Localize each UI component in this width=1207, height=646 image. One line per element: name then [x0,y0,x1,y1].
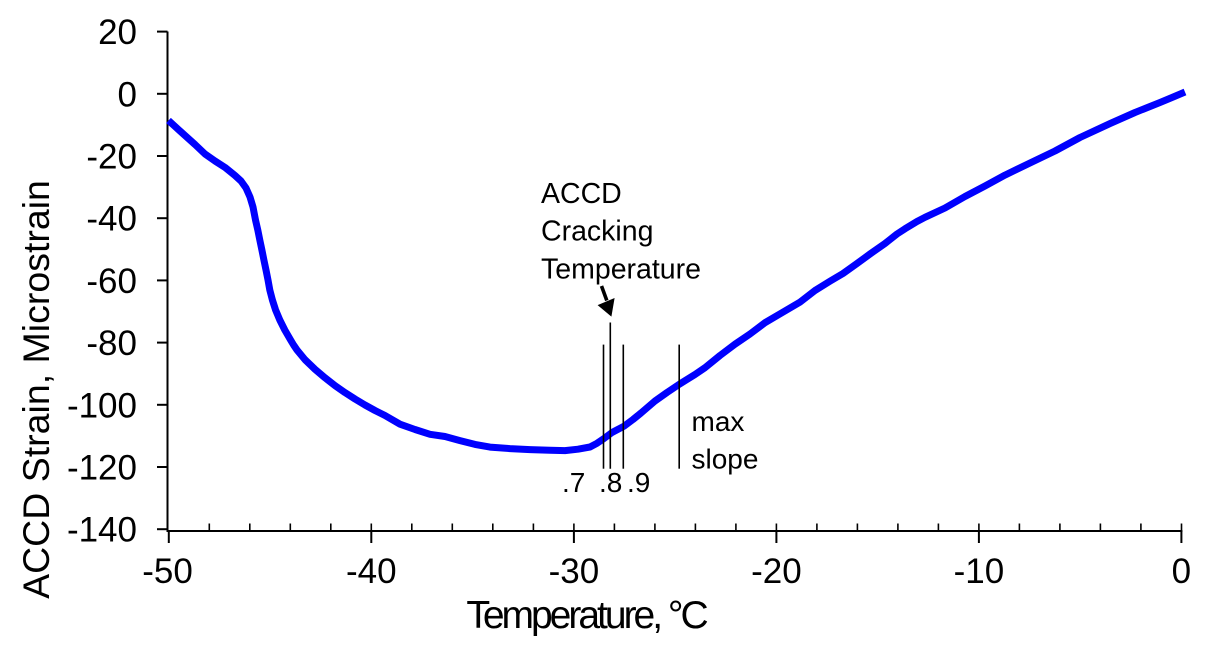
svg-text:-100: -100 [67,386,137,425]
svg-text:Temperature, °C: Temperature, °C [466,594,707,637]
svg-text:-10: -10 [954,552,1005,591]
svg-text:ACCD: ACCD [541,178,622,210]
svg-text:-120: -120 [67,449,137,488]
svg-text:20: 20 [98,13,137,52]
svg-text:-40: -40 [86,200,137,239]
svg-text:-60: -60 [86,262,137,301]
svg-text:.8: .8 [599,467,622,498]
svg-text:-20: -20 [751,552,802,591]
svg-text:ACCD Strain, Microstrain: ACCD Strain, Microstrain [15,180,57,599]
svg-text:-40: -40 [346,552,397,591]
svg-text:slope: slope [692,444,759,475]
svg-text:-50: -50 [142,552,193,591]
svg-text:0: 0 [1172,552,1191,591]
svg-text:Cracking: Cracking [541,216,653,248]
svg-text:-140: -140 [67,511,137,550]
svg-text:0: 0 [118,75,137,114]
svg-text:.9: .9 [627,467,650,498]
svg-text:-20: -20 [86,138,137,177]
svg-text:-80: -80 [86,324,137,363]
svg-text:max: max [692,406,745,437]
svg-text:.7: .7 [562,467,585,498]
svg-text:-30: -30 [549,552,600,591]
svg-text:Temperature: Temperature [541,253,701,285]
